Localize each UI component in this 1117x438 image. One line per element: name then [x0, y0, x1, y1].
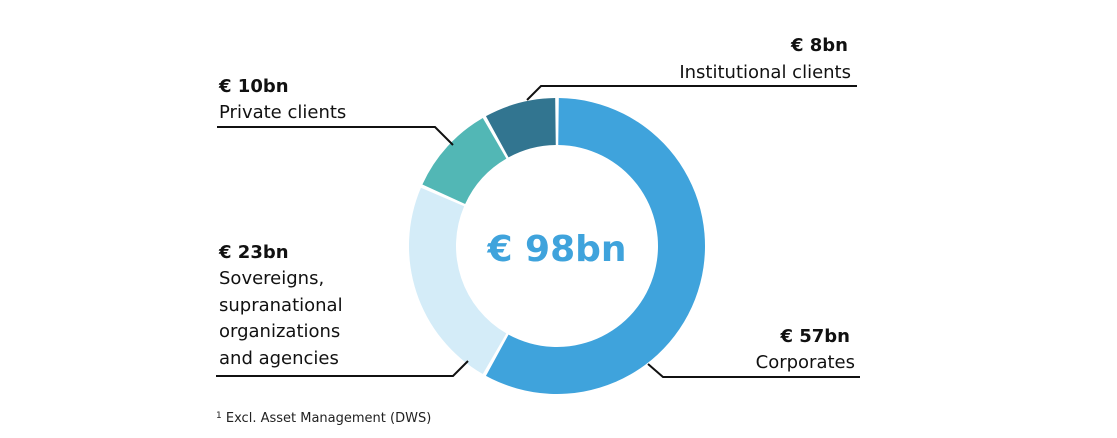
footnote-marker: 1 — [216, 411, 222, 421]
label-private: € 10bn Private clients — [218, 76, 346, 123]
leader-line-sovereigns — [216, 360, 469, 377]
category-label-institutional: Institutional clients — [679, 62, 851, 83]
donut-slice-private — [422, 117, 507, 204]
value-label-institutional: € 8bn — [790, 35, 848, 56]
leader-line-corporates — [647, 363, 860, 378]
category-label-sovereigns-line-1: Sovereigns, — [219, 268, 324, 289]
donut-slice-corporates — [485, 98, 705, 394]
footnote: 1 Excl. Asset Management (DWS) — [216, 411, 431, 426]
label-institutional: € 8bn Institutional clients — [679, 35, 851, 83]
footnote-text: Excl. Asset Management (DWS) — [225, 411, 432, 426]
donut-slice-institutional — [485, 98, 556, 158]
category-label-sovereigns-line-2: supranational — [219, 295, 343, 316]
category-label-private: Private clients — [219, 102, 346, 123]
donut-slices — [409, 98, 705, 394]
category-label-sovereigns-line-4: and agencies — [219, 348, 339, 369]
value-label-corporates: € 57bn — [779, 326, 850, 347]
label-sovereigns: € 23bn Sovereigns, supranational organiz… — [218, 242, 343, 369]
value-label-private: € 10bn — [218, 76, 289, 97]
leader-line-institutional — [526, 85, 857, 101]
category-label-corporates: Corporates — [756, 352, 855, 373]
category-label-sovereigns-line-3: organizations — [219, 321, 340, 342]
leader-line-private — [217, 126, 454, 146]
label-corporates: € 57bn Corporates — [756, 326, 855, 373]
donut-slice-sovereigns — [409, 187, 507, 375]
value-label-sovereigns: € 23bn — [218, 242, 289, 263]
center-total-label: € 98bn — [486, 229, 626, 270]
